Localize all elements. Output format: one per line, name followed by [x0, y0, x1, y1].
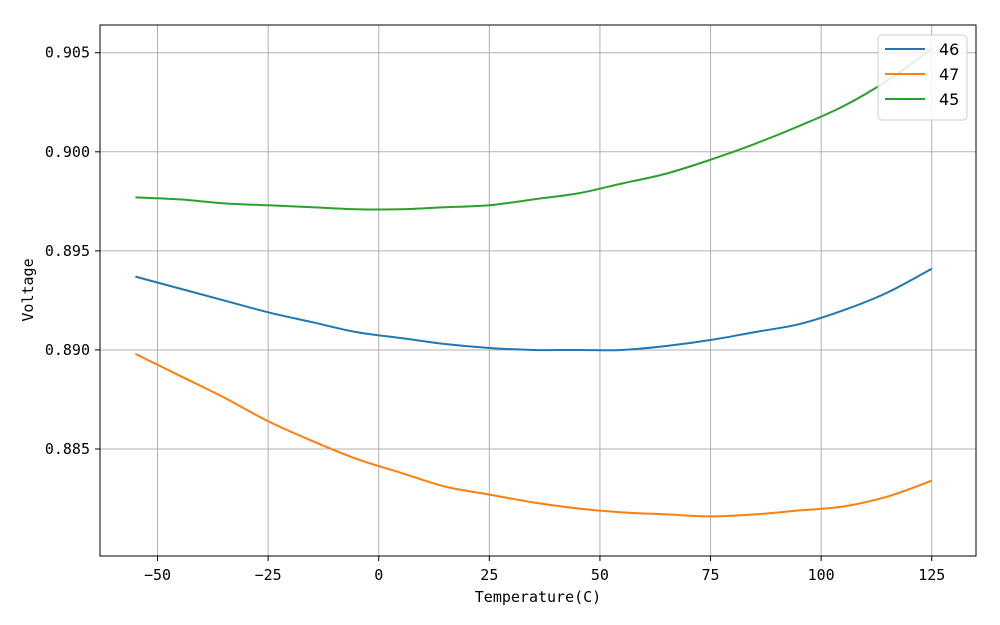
y-tick-label: 0.885	[45, 440, 90, 458]
series-lines	[134, 47, 933, 518]
y-axis-label: Voltage	[19, 258, 37, 321]
x-tick-label: 25	[480, 566, 498, 584]
series-line-46	[135, 267, 933, 352]
y-tick-label: 0.895	[45, 242, 90, 260]
y-axis-ticks: 0.885 0.890 0.895 0.900 0.905	[45, 44, 100, 458]
y-tick-label: 0.890	[45, 341, 90, 359]
series-line-45	[135, 47, 933, 211]
grid	[100, 25, 976, 556]
x-tick-label: 50	[591, 566, 609, 584]
series-line-47	[134, 353, 933, 518]
x-tick-label: 100	[808, 566, 835, 584]
legend: 46 47 45	[877, 34, 968, 121]
x-tick-label: −50	[144, 566, 171, 584]
x-tick-label: 75	[702, 566, 720, 584]
legend-label: 45	[939, 90, 959, 109]
x-axis-label: Temperature(C)	[475, 588, 601, 606]
x-tick-label: 0	[374, 566, 383, 584]
x-axis-ticks: −50 −25 0 25 50 75 100 125	[144, 556, 945, 584]
legend-label: 46	[939, 40, 959, 59]
x-tick-label: 125	[918, 566, 945, 584]
y-tick-label: 0.905	[45, 44, 90, 62]
y-tick-label: 0.900	[45, 143, 90, 161]
x-tick-label: −25	[255, 566, 282, 584]
plot-frame	[99, 24, 977, 557]
legend-label: 47	[939, 65, 959, 84]
